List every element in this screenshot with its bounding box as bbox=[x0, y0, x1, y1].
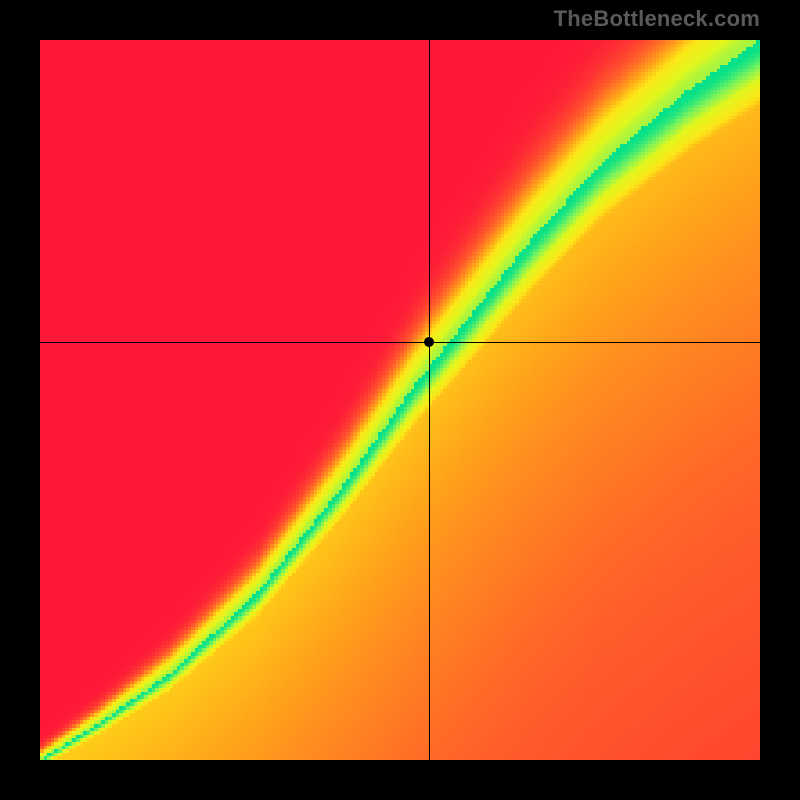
bottleneck-heatmap bbox=[40, 40, 760, 760]
heatmap-canvas bbox=[40, 40, 760, 760]
watermark-text: TheBottleneck.com bbox=[554, 6, 760, 32]
